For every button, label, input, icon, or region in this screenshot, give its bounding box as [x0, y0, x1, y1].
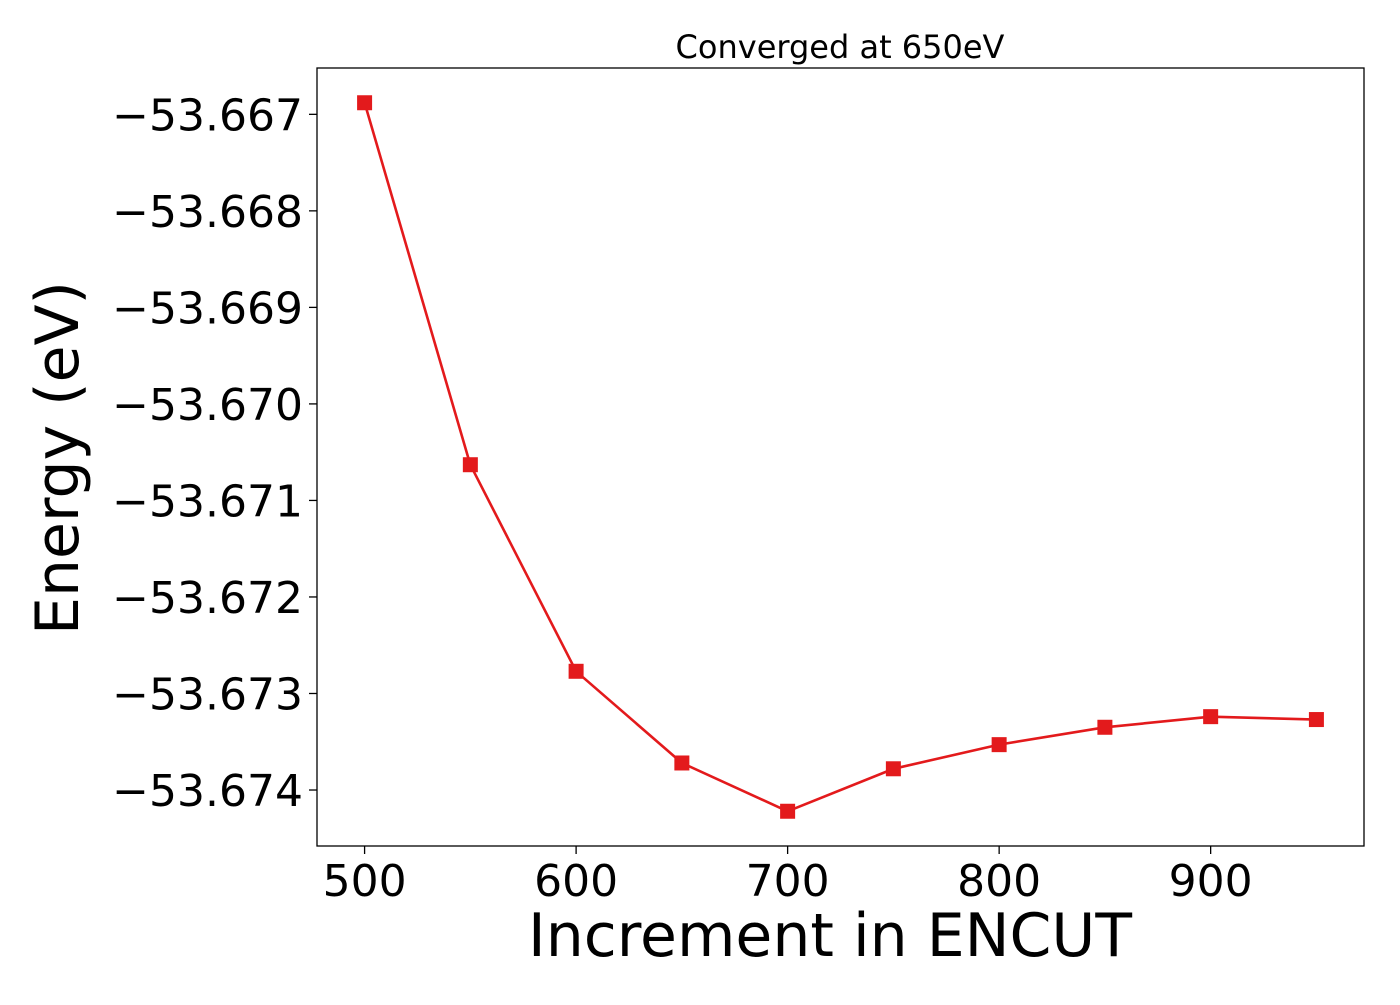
x-axis-label: Increment in ENCUT: [528, 901, 1132, 971]
x-tick-label: 800: [957, 856, 1041, 907]
y-axis-label: Energy (eV): [23, 281, 93, 635]
x-tick-label: 500: [323, 856, 407, 907]
data-point: [1097, 719, 1113, 735]
series-line: [363, 102, 1317, 813]
plot-frame: [316, 67, 1365, 847]
data-point: [674, 755, 690, 771]
chart-title: Converged at 650eV: [676, 28, 1005, 66]
data-point: [568, 663, 584, 679]
y-tick-label: −53.674: [112, 766, 303, 817]
x-tick-label: 600: [534, 856, 618, 907]
y-tick-label: −53.670: [112, 380, 303, 431]
y-tick-label: −53.671: [112, 476, 303, 527]
y-tick-label: −53.667: [112, 90, 303, 141]
y-tick-label: −53.668: [112, 187, 303, 238]
data-point: [1308, 712, 1324, 728]
chart-marks: 500 600 700 800 900 −53.667 −53.668 −53.669 −53.…: [112, 90, 1324, 907]
y-tick-label: −53.673: [112, 669, 303, 720]
data-point: [991, 737, 1007, 753]
y-tick-label: −53.672: [112, 573, 303, 624]
y-tick-label: −53.669: [112, 283, 303, 334]
data-point: [462, 457, 478, 473]
data-point: [780, 803, 796, 819]
x-tick-label: 700: [746, 856, 830, 907]
data-point: [357, 95, 373, 111]
data-point: [885, 761, 901, 777]
x-tick-label: 900: [1169, 856, 1253, 907]
data-point: [1203, 709, 1219, 725]
